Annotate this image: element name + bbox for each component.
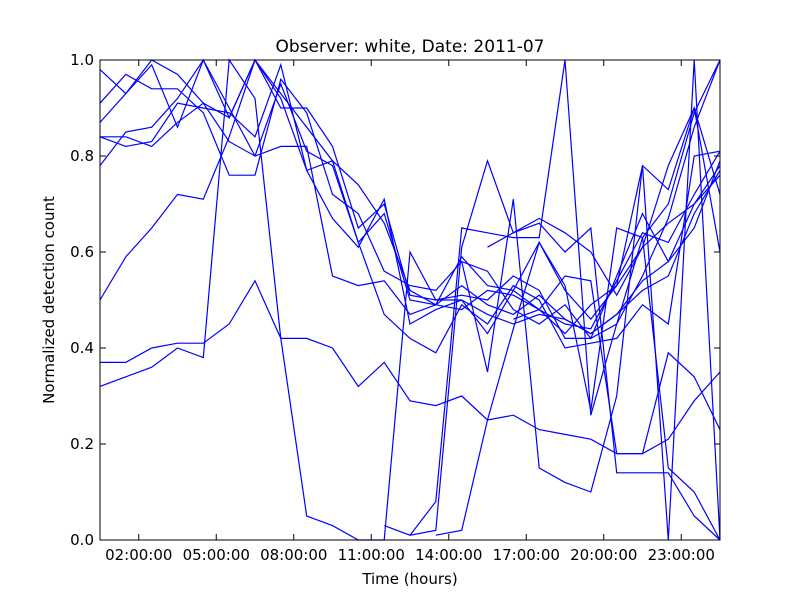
- chart-title: Observer: white, Date: 2011-07: [276, 37, 545, 57]
- y-tick-label: 0.6: [70, 243, 94, 261]
- x-tick-label: 02:00:00: [105, 546, 172, 564]
- series-line-7: [99, 58, 721, 354]
- x-tick-label: 20:00:00: [570, 546, 637, 564]
- x-tick-label: 08:00:00: [260, 546, 327, 564]
- x-tick-label: 17:00:00: [493, 546, 560, 564]
- series-line-2: [100, 82, 721, 330]
- series-line-15: [513, 275, 721, 455]
- y-tick-label: 0.2: [70, 435, 94, 453]
- y-axis-title: Normalized detection count: [40, 196, 58, 404]
- axis-ticks: 02:00:00 05:00:00 08:00:00 11:00:00 14:00:00…: [70, 51, 720, 564]
- series-lines: [99, 58, 721, 541]
- series-line-13: [461, 59, 721, 541]
- y-tick-label: 0.0: [70, 531, 94, 549]
- plot-frame: [99, 59, 721, 541]
- series-line-12: [435, 227, 721, 541]
- series-line-3: [99, 73, 721, 340]
- x-axis-title: Time (hours): [361, 570, 457, 588]
- series-line-4: [99, 58, 721, 339]
- x-tick-label: 14:00:00: [415, 546, 482, 564]
- x-tick-label: 11:00:00: [338, 546, 405, 564]
- y-tick-label: 0.4: [70, 339, 94, 357]
- series-line-6: [99, 62, 721, 335]
- x-tick-label: 23:00:00: [648, 546, 715, 564]
- y-tick-label: 0.8: [70, 147, 94, 165]
- x-tick-label: 05:00:00: [183, 546, 250, 564]
- series-line-9: [99, 58, 721, 541]
- series-line-10: [383, 158, 721, 536]
- y-tick-label: 1.0: [70, 51, 94, 69]
- series-line-14: [487, 222, 721, 541]
